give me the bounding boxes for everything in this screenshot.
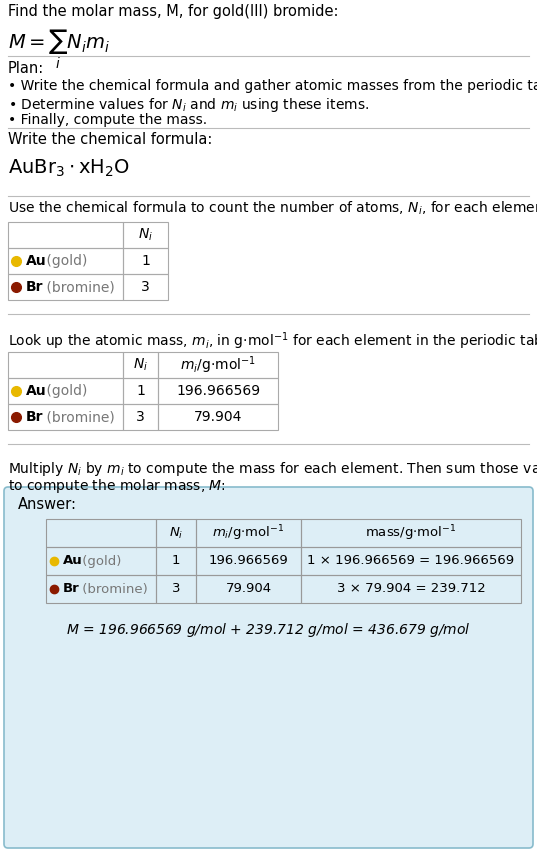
Bar [156,519,196,547]
Text: $m_i$/g$\cdot$mol$^{-1}$: $m_i$/g$\cdot$mol$^{-1}$ [212,523,285,543]
Text: 1: 1 [172,555,180,568]
Text: Answer:: Answer: [18,497,77,512]
Bar [46,575,156,603]
Text: 79.904: 79.904 [226,582,272,596]
Text: Br: Br [26,280,43,294]
Text: (gold): (gold) [42,254,88,268]
Text: Write the chemical formula:: Write the chemical formula: [8,132,212,147]
Text: • Finally, compute the mass.: • Finally, compute the mass. [8,113,207,127]
Text: AuBr$_3\cdot$xH$_2$O: AuBr$_3\cdot$xH$_2$O [8,158,130,179]
Bar [196,575,301,603]
Text: $N_i$: $N_i$ [133,357,148,373]
Bar [301,547,521,575]
Bar [301,519,521,547]
Text: Au: Au [26,384,47,398]
Text: Multiply $N_i$ by $m_i$ to compute the mass for each element. Then sum those val: Multiply $N_i$ by $m_i$ to compute the m… [8,460,537,478]
Text: 79.904: 79.904 [194,410,242,424]
Bar [123,352,158,378]
Text: Find the molar mass, M, for gold(III) bromide:: Find the molar mass, M, for gold(III) br… [8,4,338,19]
Text: Au: Au [26,254,47,268]
Text: (gold): (gold) [42,384,88,398]
Bar [8,274,123,300]
Bar [123,404,158,430]
Bar [158,378,278,404]
Bar [196,519,301,547]
Text: 196.966569: 196.966569 [176,384,260,398]
FancyBboxPatch shape [4,487,533,848]
Text: • Determine values for $N_i$ and $m_i$ using these items.: • Determine values for $N_i$ and $m_i$ u… [8,96,369,114]
Bar [123,378,158,404]
Bar [156,575,196,603]
Text: Plan:: Plan: [8,61,44,76]
Text: Look up the atomic mass, $m_i$, in g$\cdot$mol$^{-1}$ for each element in the pe: Look up the atomic mass, $m_i$, in g$\cd… [8,330,537,352]
Bar [8,352,123,378]
Text: $N_i$: $N_i$ [138,227,153,243]
Text: $N_i$: $N_i$ [169,526,183,540]
Bar [196,547,301,575]
Bar [46,547,156,575]
Bar [156,547,196,575]
Text: (bromine): (bromine) [42,280,115,294]
Text: 3: 3 [136,410,145,424]
Text: to compute the molar mass, $M$:: to compute the molar mass, $M$: [8,477,226,495]
Bar [8,404,123,430]
Bar [123,248,168,274]
Text: (gold): (gold) [78,555,121,568]
Text: 3 × 79.904 = 239.712: 3 × 79.904 = 239.712 [337,582,485,596]
Text: 196.966569: 196.966569 [209,555,288,568]
Text: 3: 3 [172,582,180,596]
Bar [8,248,123,274]
Text: (bromine): (bromine) [42,410,115,424]
Text: 3: 3 [141,280,150,294]
Text: $M$ = 196.966569 g/mol + 239.712 g/mol = 436.679 g/mol: $M$ = 196.966569 g/mol + 239.712 g/mol =… [66,621,471,639]
Text: Au: Au [63,555,83,568]
Bar [8,222,123,248]
Text: Use the chemical formula to count the number of atoms, $N_i$, for each element:: Use the chemical formula to count the nu… [8,200,537,217]
Text: $M = \sum_i N_i m_i$: $M = \sum_i N_i m_i$ [8,28,110,71]
Text: $m_i$/g$\cdot$mol$^{-1}$: $m_i$/g$\cdot$mol$^{-1}$ [180,354,256,376]
Text: Br: Br [26,410,43,424]
Text: Br: Br [63,582,80,596]
Text: 1 × 196.966569 = 196.966569: 1 × 196.966569 = 196.966569 [308,555,514,568]
Bar [123,274,168,300]
Bar [123,222,168,248]
Bar [8,378,123,404]
Text: • Write the chemical formula and gather atomic masses from the periodic table.: • Write the chemical formula and gather … [8,79,537,93]
Text: 1: 1 [141,254,150,268]
Bar [301,575,521,603]
Bar [158,404,278,430]
Bar [158,352,278,378]
Text: 1: 1 [136,384,145,398]
Bar [46,519,156,547]
Text: (bromine): (bromine) [78,582,148,596]
Text: mass/g$\cdot$mol$^{-1}$: mass/g$\cdot$mol$^{-1}$ [365,523,457,543]
